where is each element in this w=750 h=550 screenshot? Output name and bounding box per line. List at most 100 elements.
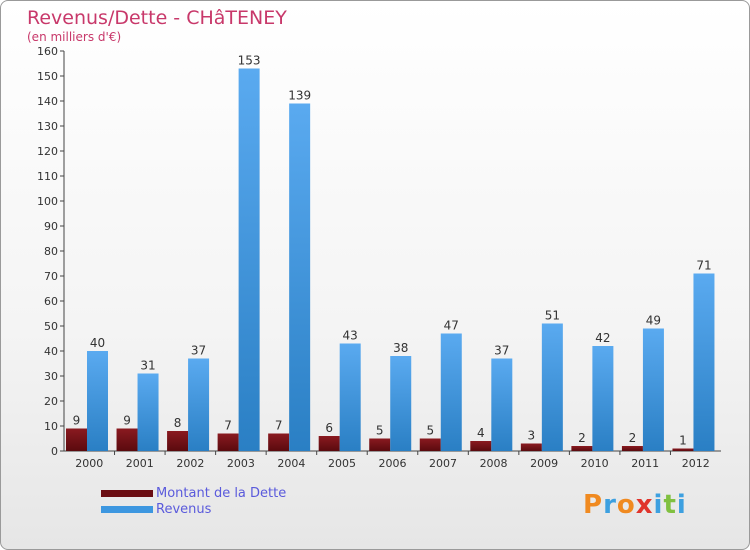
- bar-dette: [318, 436, 340, 451]
- data-label-dette: 7: [275, 419, 283, 433]
- legend-label-revenus: Revenus: [156, 502, 212, 517]
- data-label-dette: 4: [477, 426, 485, 440]
- data-label-revenus: 42: [595, 331, 610, 345]
- logo-letter: P: [583, 490, 604, 520]
- bar-revenus: [693, 273, 715, 451]
- bar-dette: [66, 428, 87, 451]
- y-tick-label: 60: [44, 295, 58, 308]
- bar-revenus: [390, 356, 412, 451]
- data-label-revenus: 38: [393, 341, 408, 355]
- data-label-revenus: 51: [545, 309, 560, 323]
- bar-dette: [470, 441, 492, 451]
- data-label-revenus: 37: [191, 344, 206, 358]
- y-tick-label: 140: [37, 95, 58, 108]
- bar-revenus: [592, 346, 614, 451]
- axes: 0102030405060708090100110120130140150160…: [37, 45, 721, 470]
- data-label-dette: 5: [376, 424, 384, 438]
- x-tick-label: 2001: [126, 457, 154, 470]
- x-tick-label: 2010: [581, 457, 609, 470]
- bar-revenus: [491, 358, 513, 451]
- bar-dette: [672, 448, 694, 451]
- data-labels: 9 40 9 31 8 37 7 153 7 139 6 43 5 38 5 47 4 37 3 51 2 42 2 49 1 7…: [73, 54, 712, 448]
- legend-swatch-dette: [101, 490, 153, 497]
- bar-revenus: [440, 333, 462, 451]
- logo-letter: o: [616, 490, 636, 520]
- proxiti-logo: Proxiti: [583, 490, 687, 520]
- bar-revenus: [289, 103, 311, 451]
- bar-dette: [369, 438, 391, 451]
- data-label-dette: 9: [123, 414, 131, 428]
- y-tick-label: 90: [44, 220, 58, 233]
- y-tick-label: 40: [44, 345, 58, 358]
- y-tick-label: 160: [37, 45, 58, 58]
- y-tick-label: 100: [37, 195, 58, 208]
- x-tick-label: 2007: [429, 457, 457, 470]
- bar-revenus: [642, 328, 664, 451]
- data-label-revenus: 43: [343, 329, 358, 343]
- y-tick-label: 50: [44, 320, 58, 333]
- legend-label-dette: Montant de la Dette: [156, 486, 287, 501]
- bar-revenus: [238, 68, 260, 451]
- x-tick-label: 2009: [530, 457, 558, 470]
- data-label-dette: 1: [679, 434, 687, 448]
- x-tick-label: 2004: [277, 457, 305, 470]
- data-label-revenus: 49: [646, 314, 661, 328]
- y-tick-label: 70: [44, 270, 58, 283]
- bar-revenus: [87, 351, 108, 451]
- data-label-revenus: 37: [494, 344, 509, 358]
- chart-subtitle: (en milliers d'€): [27, 30, 122, 44]
- logo-letter: r: [603, 490, 617, 520]
- data-label-dette: 7: [224, 419, 232, 433]
- y-tick-label: 20: [44, 395, 58, 408]
- x-tick-label: 2012: [682, 457, 710, 470]
- bar-dette: [116, 428, 138, 451]
- x-tick-label: 2008: [480, 457, 508, 470]
- data-label-revenus: 139: [288, 89, 311, 103]
- x-tick-label: 2003: [227, 457, 255, 470]
- bar-revenus: [541, 323, 563, 451]
- bar-dette: [268, 433, 290, 451]
- bars: [66, 68, 715, 451]
- bar-revenus: [137, 373, 159, 451]
- bar-revenus: [188, 358, 210, 451]
- y-tick-label: 10: [44, 420, 58, 433]
- bar-revenus: [339, 343, 361, 451]
- logo-letter: x: [635, 490, 654, 520]
- data-label-dette: 2: [629, 431, 637, 445]
- data-label-revenus: 31: [140, 359, 155, 373]
- bar-dette: [217, 433, 239, 451]
- legend-swatch-revenus: [101, 506, 153, 513]
- y-tick-label: 110: [37, 170, 58, 183]
- y-tick-label: 130: [37, 120, 58, 133]
- y-tick-label: 30: [44, 370, 58, 383]
- bar-dette: [621, 446, 643, 451]
- chart-title: Revenus/Dette - CHâTENEY: [27, 7, 287, 29]
- logo-letter: t: [663, 490, 677, 520]
- y-tick-label: 0: [51, 445, 58, 458]
- bar-dette: [419, 438, 441, 451]
- data-label-dette: 2: [578, 431, 586, 445]
- data-label-revenus: 153: [238, 54, 261, 68]
- data-label-revenus: 47: [444, 319, 459, 333]
- data-label-dette: 3: [528, 429, 536, 443]
- x-tick-label: 2002: [176, 457, 204, 470]
- x-tick-label: 2005: [328, 457, 356, 470]
- bar-dette: [571, 446, 593, 451]
- bar-dette: [167, 431, 189, 451]
- x-tick-label: 2000: [75, 457, 103, 470]
- x-tick-label: 2011: [631, 457, 659, 470]
- logo-letter: i: [676, 490, 687, 520]
- y-tick-label: 80: [44, 245, 58, 258]
- data-label-revenus: 71: [696, 259, 711, 273]
- data-label-revenus: 40: [90, 336, 105, 350]
- x-tick-label: 2006: [379, 457, 407, 470]
- logo-letter: i: [653, 490, 664, 520]
- data-label-dette: 9: [73, 414, 81, 428]
- y-tick-label: 150: [37, 70, 58, 83]
- data-label-dette: 6: [325, 421, 333, 435]
- bar-dette: [520, 443, 542, 451]
- data-label-dette: 8: [174, 416, 182, 430]
- y-tick-label: 120: [37, 145, 58, 158]
